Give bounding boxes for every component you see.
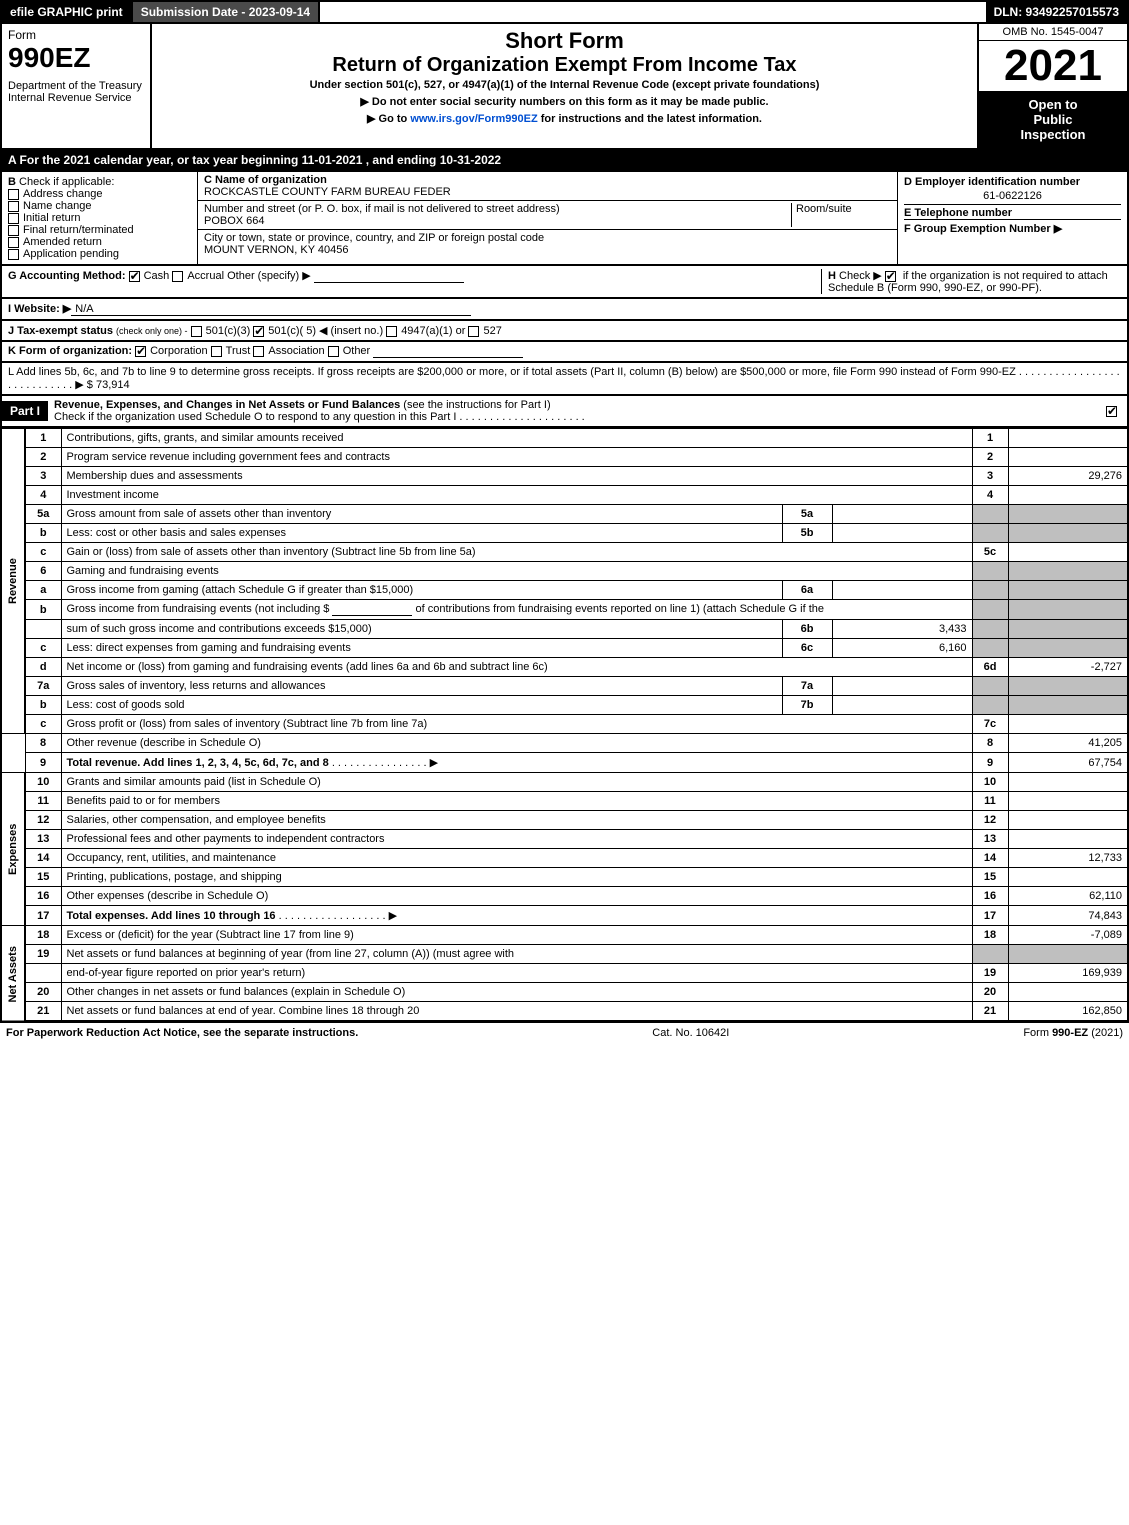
subtitle-ssn: ▶ Do not enter social security numbers o…	[156, 93, 973, 110]
form-label: Form	[8, 28, 144, 42]
subtitle-goto: ▶ Go to www.irs.gov/Form990EZ for instru…	[156, 110, 973, 127]
line6d-amt: -2,727	[1008, 658, 1128, 677]
row-j-tax-exempt: J Tax-exempt status (check only one) - 5…	[0, 321, 1129, 342]
top-bar: efile GRAPHIC print Submission Date - 20…	[0, 0, 1129, 24]
box-c: C Name of organization ROCKCASTLE COUNTY…	[198, 172, 897, 264]
row-i-website: I Website: ▶N/A	[0, 299, 1129, 321]
chk-name-change[interactable]	[8, 201, 19, 212]
chk-amended-return[interactable]	[8, 237, 19, 248]
line6b-amt: 3,433	[832, 620, 972, 639]
chk-4947[interactable]	[386, 326, 397, 337]
irs-link[interactable]: www.irs.gov/Form990EZ	[410, 113, 537, 125]
chk-527[interactable]	[468, 326, 479, 337]
dept-label-2: Internal Revenue Service	[8, 92, 144, 104]
expenses-label: Expenses	[1, 773, 25, 926]
row-k-form-org: K Form of organization: Corporation Trus…	[0, 342, 1129, 363]
ein-value: 61-0622126	[904, 188, 1121, 204]
revenue-label: Revenue	[1, 429, 25, 734]
line14-amt: 12,733	[1008, 849, 1128, 868]
subtitle-section: Under section 501(c), 527, or 4947(a)(1)…	[156, 77, 973, 93]
chk-initial-return[interactable]	[8, 213, 19, 224]
chk-cash[interactable]	[129, 271, 140, 282]
line18-amt: -7,089	[1008, 926, 1128, 945]
form-header: Form 990EZ Department of the Treasury In…	[0, 24, 1129, 150]
org-street: POBOX 664	[204, 215, 265, 227]
part-i-label: Part I	[2, 401, 48, 421]
chk-trust[interactable]	[211, 346, 222, 357]
dln-number: DLN: 93492257015573	[986, 2, 1127, 22]
chk-application-pending[interactable]	[8, 249, 19, 260]
line21-amt: 162,850	[1008, 1002, 1128, 1022]
chk-schedule-o-part1[interactable]	[1106, 406, 1117, 417]
submission-date: Submission Date - 2023-09-14	[133, 2, 320, 22]
line1-amt	[1008, 429, 1128, 448]
gross-receipts-value: 73,914	[96, 379, 130, 391]
row-l-gross-receipts: L Add lines 5b, 6c, and 7b to line 9 to …	[0, 363, 1129, 396]
part-i-header: Part I Revenue, Expenses, and Changes in…	[0, 396, 1129, 428]
title-short-form: Short Form	[156, 28, 973, 54]
chk-final-return[interactable]	[8, 225, 19, 236]
line3-amt: 29,276	[1008, 467, 1128, 486]
netassets-label: Net Assets	[1, 926, 25, 1022]
page-footer: For Paperwork Reduction Act Notice, see …	[0, 1022, 1129, 1043]
chk-501c[interactable]	[253, 326, 264, 337]
chk-other-org[interactable]	[328, 346, 339, 357]
omb-number: OMB No. 1545-0047	[979, 24, 1127, 41]
lines-table: Revenue 1Contributions, gifts, grants, a…	[0, 428, 1129, 1022]
section-b-c-d: B Check if applicable: Address change Na…	[0, 172, 1129, 266]
room-suite-label: Room/suite	[791, 203, 891, 227]
line8-amt: 41,205	[1008, 734, 1128, 753]
org-name: ROCKCASTLE COUNTY FARM BUREAU FEDER	[204, 186, 451, 198]
tax-year: 2021	[979, 41, 1127, 91]
section-a-taxyear: A For the 2021 calendar year, or tax yea…	[0, 150, 1129, 172]
box-d-e-f: D Employer identification number 61-0622…	[897, 172, 1127, 264]
chk-501c3[interactable]	[191, 326, 202, 337]
line9-amt: 67,754	[1008, 753, 1128, 773]
chk-address-change[interactable]	[8, 189, 19, 200]
form-number: 990EZ	[8, 42, 144, 74]
chk-schedule-b[interactable]	[885, 271, 896, 282]
website-value: N/A	[71, 303, 471, 316]
open-inspection-box: Open to Public Inspection	[979, 91, 1127, 148]
box-b: B Check if applicable: Address change Na…	[2, 172, 198, 264]
efile-label[interactable]: efile GRAPHIC print	[2, 2, 133, 22]
title-return: Return of Organization Exempt From Incom…	[156, 54, 973, 77]
line16-amt: 62,110	[1008, 887, 1128, 906]
chk-corporation[interactable]	[135, 346, 146, 357]
org-city: MOUNT VERNON, KY 40456	[204, 244, 348, 256]
line17-amt: 74,843	[1008, 906, 1128, 926]
dept-label-1: Department of the Treasury	[8, 80, 144, 92]
chk-accrual[interactable]	[172, 271, 183, 282]
row-g-h: G Accounting Method: Cash Accrual Other …	[0, 266, 1129, 299]
line6c-amt: 6,160	[832, 639, 972, 658]
line19-amt: 169,939	[1008, 964, 1128, 983]
chk-association[interactable]	[253, 346, 264, 357]
